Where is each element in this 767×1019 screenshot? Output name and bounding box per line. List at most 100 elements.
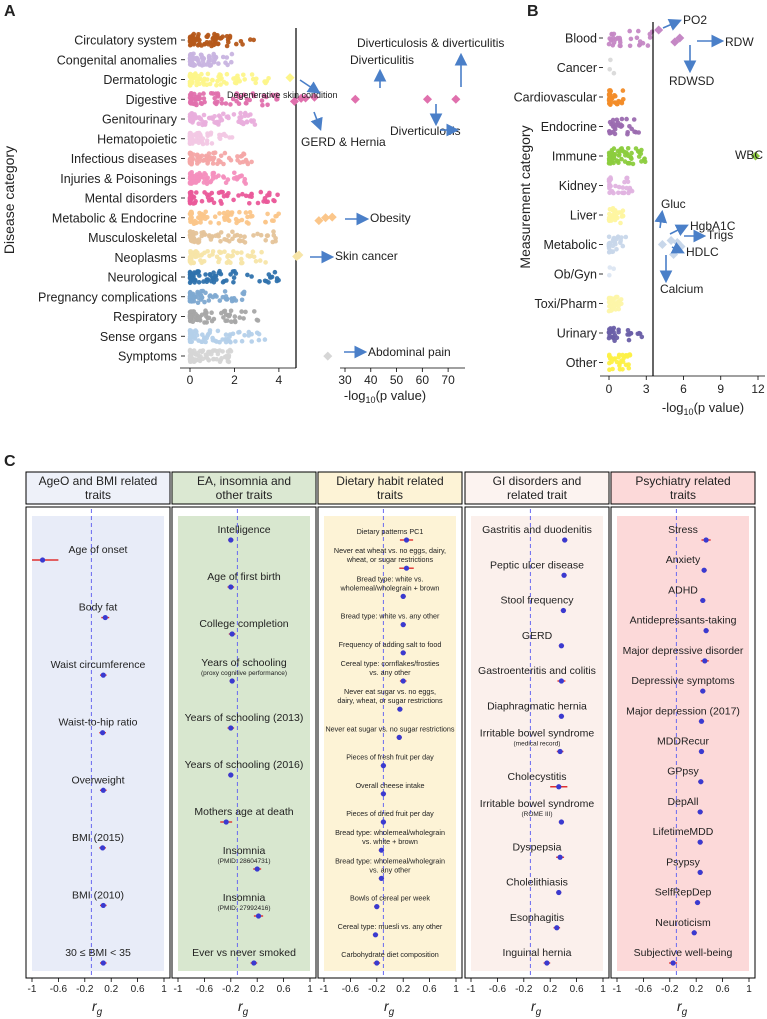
- panel-a-x-ticks: 0 2 4 30 40 50 60 70: [187, 368, 455, 387]
- panel-a-xtick-label: 2: [231, 373, 238, 387]
- panel-a-point: [188, 175, 194, 180]
- panel-a-point: [235, 154, 240, 159]
- panel-a-point: [270, 92, 275, 98]
- panel-b-annotation-gluc: Gluc: [661, 197, 686, 211]
- panel-a-point: [228, 102, 233, 107]
- forest-row: Insomnia(PMID: 28604731): [217, 845, 271, 872]
- panel-a-label-hematopoietic: Hematopoietic: [97, 132, 177, 146]
- panel-a-point: [263, 238, 269, 243]
- panel-b-point: [625, 179, 631, 184]
- panel-a-point: [205, 71, 211, 77]
- panel-a-point: [252, 309, 257, 314]
- forest-row: Neuroticism: [655, 917, 711, 936]
- panel-a-point: [232, 80, 238, 86]
- panel-b-point: [626, 337, 632, 343]
- panel-b-category-labels: Blood Cancer Cardiovascular Endocrine Immune…: [514, 32, 603, 370]
- forest-panel-header: [171, 471, 317, 505]
- panel-a-point: [205, 249, 210, 254]
- panel-a-point: [264, 233, 270, 238]
- panel-b-point: [637, 43, 642, 48]
- panel-a-point: [255, 231, 260, 237]
- forest-xtick-label: 0.6: [716, 984, 730, 995]
- panel-a-point: [237, 79, 242, 84]
- panel-a-point: [193, 94, 199, 100]
- forest-row: Anxiety: [666, 554, 707, 573]
- panel-a-point: [221, 174, 226, 179]
- panel-a-point: [192, 72, 197, 77]
- panel-b-point: [622, 179, 627, 185]
- panel-b-point: [625, 130, 630, 135]
- panel-a-point: [237, 238, 243, 244]
- panel-a: A Disease category Circulatory system Con…: [1, 3, 504, 405]
- panel-a-point: [188, 217, 193, 223]
- forest-xtick-label: 0.2: [396, 984, 410, 995]
- forest-point: [403, 537, 410, 543]
- panel-a-point: [211, 155, 217, 161]
- panel-b-point: [610, 334, 615, 340]
- forest-panel-background: [32, 516, 164, 971]
- panel-a-point: [266, 76, 271, 81]
- panel-a-significant-point: [350, 94, 360, 104]
- forest-point: [100, 902, 106, 909]
- panel-a-point: [194, 190, 199, 195]
- panel-a-point: [195, 161, 200, 166]
- forest-xtick-label: 0.2: [104, 984, 118, 995]
- panel-a-xtick-label: 60: [416, 373, 430, 387]
- panel-a-point: [196, 121, 201, 126]
- panel-a-annotation-degenerative-skin-condition: Degenerative skin condition: [227, 90, 338, 100]
- panel-a-point: [206, 53, 212, 59]
- panel-a-point: [237, 315, 242, 320]
- panel-a-point: [235, 250, 240, 256]
- panel-a-point: [233, 271, 239, 276]
- forest-point: [698, 748, 705, 755]
- panel-a-point: [187, 195, 193, 200]
- panel-a-point: [194, 175, 200, 180]
- panel-b-point: [614, 117, 620, 123]
- panel-a-point: [195, 350, 201, 356]
- panel-a-point: [220, 34, 225, 39]
- panel-b-point: [614, 335, 620, 341]
- forest-row-label: wheat, or sugar restrictions: [346, 555, 434, 564]
- forest-xlabel: rg: [531, 998, 542, 1018]
- panel-b-point: [625, 146, 631, 151]
- forest-row-label: dairy, wheat, or sugar restrictions: [337, 696, 443, 705]
- panel-a-xtick-label: 70: [441, 373, 455, 387]
- panel-b-point: [613, 100, 619, 106]
- forest-row: Pieces of dried fruit per day: [346, 809, 434, 825]
- panel-a-point: [212, 274, 218, 279]
- forest-row-sublabel: (ROME III): [521, 811, 552, 818]
- panel-a-point: [214, 101, 219, 107]
- forest-xtick-label: 1: [453, 984, 459, 995]
- panel-a-label-congenital-anomalies: Congenital anomalies: [57, 53, 177, 67]
- panel-b-point: [618, 220, 623, 226]
- panel-a-point: [198, 133, 203, 139]
- panel-b-point: [621, 97, 626, 102]
- panel-a-point: [255, 200, 261, 206]
- forest-point: [374, 960, 380, 966]
- panel-a-point: [252, 122, 258, 127]
- panel-a-point: [188, 180, 194, 185]
- panel-a-point: [224, 237, 230, 243]
- panel-a-point: [251, 254, 257, 260]
- forest-row: Irritable bowel syndrome(ROME III): [480, 798, 594, 825]
- forest-point: [691, 930, 697, 936]
- panel-a-point: [224, 81, 229, 86]
- forest-row: Intelligence: [217, 524, 271, 543]
- forest-row-label: Psypsy: [666, 856, 701, 868]
- forest-row: Stool frequency: [501, 595, 574, 614]
- forest-xtick-label: 0.6: [423, 984, 437, 995]
- panel-b-point: [606, 41, 612, 47]
- panel-b-point: [624, 175, 629, 181]
- forest-row-label: DepAll: [668, 796, 699, 808]
- panel-a-letter: A: [4, 3, 16, 20]
- panel-a-point: [248, 37, 253, 42]
- panel-a-point: [188, 189, 194, 195]
- panel-a-point: [219, 76, 224, 81]
- forest-point: [697, 809, 703, 815]
- panel-a-point: [247, 210, 253, 215]
- panel-a-point: [230, 253, 235, 258]
